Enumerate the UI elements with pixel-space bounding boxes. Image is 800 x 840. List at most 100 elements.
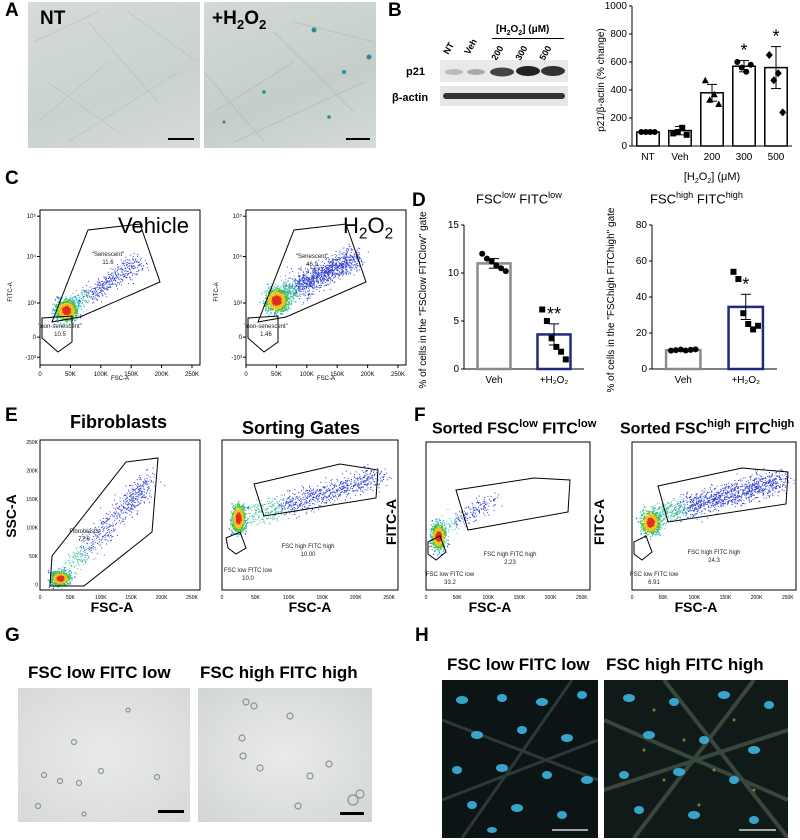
panel-label-h: H xyxy=(415,625,429,646)
data-point xyxy=(710,90,718,98)
data-point xyxy=(745,321,752,327)
x-axis-label: FSC-A xyxy=(469,599,512,614)
x-tick-label: 100K xyxy=(283,595,295,601)
x-tick-label: NT xyxy=(641,152,654,163)
data-point xyxy=(692,346,699,353)
f-left-title: Sorted FSClow FITClow xyxy=(432,418,597,438)
y-tick-label: 0 xyxy=(239,335,243,341)
facs-h2o2-title: H2O2 xyxy=(343,213,394,243)
plot-frame xyxy=(245,209,407,366)
blot-bracket-line xyxy=(492,38,564,39)
data-point xyxy=(701,76,709,84)
lane-veh: Veh xyxy=(462,37,480,56)
x-tick-label: 150K xyxy=(330,372,344,378)
high-gate-label: FSC high FITC high xyxy=(687,550,740,556)
high-gate xyxy=(253,463,379,517)
x-tick-label: 0 xyxy=(38,372,42,378)
data-point xyxy=(755,322,762,329)
x-axis-label: FSC-A xyxy=(675,599,718,614)
x-tick-label: Veh xyxy=(675,375,692,386)
scale-bar-a-right xyxy=(346,138,370,140)
data-point xyxy=(687,346,694,353)
y-tick-label: 20 xyxy=(636,328,648,339)
high-gate-value: 24.3 xyxy=(708,558,720,564)
event-cloud xyxy=(635,506,665,540)
y-tick-label: 0 xyxy=(33,335,37,341)
micrograph-h2o2 xyxy=(203,2,376,148)
data-point xyxy=(562,356,569,363)
y-tick-label: 0 xyxy=(453,364,459,375)
x-tick-label: +H₂O₂ xyxy=(731,375,760,386)
x-tick-label: 50K xyxy=(453,595,463,601)
y-tick-label: 150K xyxy=(26,497,38,503)
y-tick-label: 5 xyxy=(453,316,459,327)
micrograph-g-high xyxy=(198,688,372,822)
data-point xyxy=(647,129,654,135)
x-tick-label: 50K xyxy=(66,595,76,601)
facs-h2o2: 0 50K 100K 150K 200K 250K 10⁵ 10⁴ 10³ 0 -10³ FITC-A… xyxy=(214,209,407,382)
x-tick-label: 250K xyxy=(576,595,588,601)
g-right-title: FSC high FITC high xyxy=(200,663,358,682)
data-point xyxy=(774,69,782,78)
y-tick-label: -10³ xyxy=(231,355,242,361)
significance-marker: ** xyxy=(547,304,561,324)
blot-bracket-label: [H2O2] (μM) xyxy=(496,24,550,37)
x-tick-label: 50K xyxy=(251,595,261,601)
x-axis-label: [H2O2] (μM) xyxy=(684,171,740,185)
data-point xyxy=(735,276,742,282)
micrograph-nt xyxy=(28,2,200,148)
x-tick-label: 500 xyxy=(768,152,785,163)
y-tick-label: 10³ xyxy=(233,301,242,307)
data-point xyxy=(548,335,555,342)
facs-sorted-high: 0 50K 100K 150K 200K 250K FITC-A FSC-A FSC high … xyxy=(592,441,797,614)
fibroblasts-gate-label: Fibroblasts xyxy=(69,529,98,535)
x-tick-label: 250K xyxy=(383,595,395,601)
y-tick-label: 0 xyxy=(641,364,647,375)
facs-sorted-low: 0 50K 100K 150K 200K 250K FITC-A FSC-A FSC high … xyxy=(384,441,591,614)
d-right-title: FSChigh FITChigh xyxy=(650,190,743,207)
low-gate-label: FSC low FITC low xyxy=(630,572,679,578)
low-gate xyxy=(225,531,247,555)
data-point xyxy=(715,100,723,107)
senescent-gate xyxy=(257,223,367,323)
blot-p21-label: p21 xyxy=(406,66,425,78)
y-axis-label: FITC-A xyxy=(8,282,14,301)
data-point xyxy=(750,326,757,333)
x-tick-label: +H₂O₂ xyxy=(540,375,569,386)
y-tick-label: 600 xyxy=(610,57,627,68)
y-tick-label: 400 xyxy=(610,85,627,96)
fibroblasts-gate-value: 77.0 xyxy=(78,537,90,543)
x-tick-label: 150K xyxy=(514,595,526,601)
x-axis-label: FSC-A xyxy=(111,376,129,382)
event-stream xyxy=(241,464,392,526)
x-tick-label: 200K xyxy=(361,372,375,378)
significance-marker: * xyxy=(742,274,749,294)
y-tick-label: 80 xyxy=(636,220,648,231)
y-tick-label: 0 xyxy=(621,141,627,152)
high-gate-value: 10.00 xyxy=(300,552,316,558)
e-right-title: Sorting Gates xyxy=(242,418,361,438)
high-gate-label: FSC high FITC high xyxy=(483,552,536,558)
data-point xyxy=(502,268,509,275)
y-axis-label: % of cells in the "FSClow FITClow" gate xyxy=(418,211,429,389)
h-right-title: FSC high FITC high xyxy=(606,655,764,674)
data-point xyxy=(493,262,500,269)
data-point xyxy=(747,61,754,68)
y-axis-label: SSC-A xyxy=(3,494,19,538)
x-tick-label: 100K xyxy=(300,372,314,378)
g-left-title: FSC low FITC low xyxy=(28,663,171,682)
x-tick-label: 0 xyxy=(631,595,634,601)
low-gate-label: FSC low FITC low xyxy=(426,572,475,578)
y-tick-label: -10³ xyxy=(25,355,36,361)
facs-fibroblasts: 0 50K 100K 150K 200K 250K 250K 200K 150K 100K 50K 0… xyxy=(3,439,201,614)
senescent-gate-value: 46.9 xyxy=(306,262,318,268)
y-tick-label: 10³ xyxy=(27,301,36,307)
data-point xyxy=(706,96,714,103)
x-tick-label: 250K xyxy=(185,372,199,378)
y-tick-label: 10 xyxy=(448,268,460,279)
data-point xyxy=(642,129,649,135)
data-point xyxy=(498,265,505,272)
non-senescent-gate xyxy=(247,315,279,353)
x-tick-label: 50K xyxy=(659,595,669,601)
x-tick-label: 250K xyxy=(391,372,405,378)
